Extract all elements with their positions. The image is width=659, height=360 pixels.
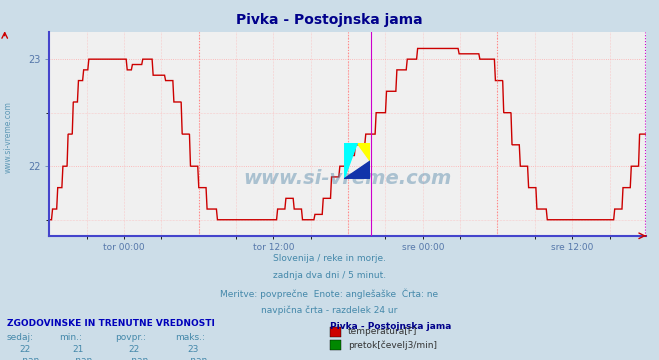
Text: povpr.:: povpr.: (115, 333, 146, 342)
Text: www.si-vreme.com: www.si-vreme.com (3, 101, 13, 173)
Text: 23: 23 (188, 345, 199, 354)
Text: maks.:: maks.: (175, 333, 204, 342)
Text: 22: 22 (20, 345, 31, 354)
Text: zadnja dva dni / 5 minut.: zadnja dva dni / 5 minut. (273, 271, 386, 280)
Text: 22: 22 (129, 345, 140, 354)
Polygon shape (344, 161, 370, 179)
Text: Pivka - Postojnska jama: Pivka - Postojnska jama (236, 13, 423, 27)
Text: temperatura[F]: temperatura[F] (348, 327, 417, 336)
Text: Meritve: povprečne  Enote: anglešaške  Črta: ne: Meritve: povprečne Enote: anglešaške Črt… (221, 288, 438, 299)
Text: Pivka - Postojnska jama: Pivka - Postojnska jama (330, 322, 451, 331)
Text: -nan: -nan (188, 356, 208, 360)
Text: pretok[čevelj3/min]: pretok[čevelj3/min] (348, 340, 437, 350)
Text: sedaj:: sedaj: (7, 333, 34, 342)
Text: min.:: min.: (59, 333, 82, 342)
Text: Slovenija / reke in morje.: Slovenija / reke in morje. (273, 254, 386, 263)
Text: 21: 21 (72, 345, 84, 354)
Text: navpična črta - razdelek 24 ur: navpična črta - razdelek 24 ur (262, 306, 397, 315)
Text: tor 00:00: tor 00:00 (103, 243, 145, 252)
Text: sre 00:00: sre 00:00 (401, 243, 444, 252)
Text: -nan: -nan (72, 356, 93, 360)
Text: tor 12:00: tor 12:00 (252, 243, 294, 252)
Text: -nan: -nan (129, 356, 149, 360)
Text: www.si-vreme.com: www.si-vreme.com (243, 169, 452, 188)
Text: ZGODOVINSKE IN TRENUTNE VREDNOSTI: ZGODOVINSKE IN TRENUTNE VREDNOSTI (7, 319, 214, 328)
Text: sre 12:00: sre 12:00 (551, 243, 593, 252)
Text: -nan: -nan (20, 356, 40, 360)
Polygon shape (357, 143, 370, 161)
Polygon shape (344, 143, 357, 179)
